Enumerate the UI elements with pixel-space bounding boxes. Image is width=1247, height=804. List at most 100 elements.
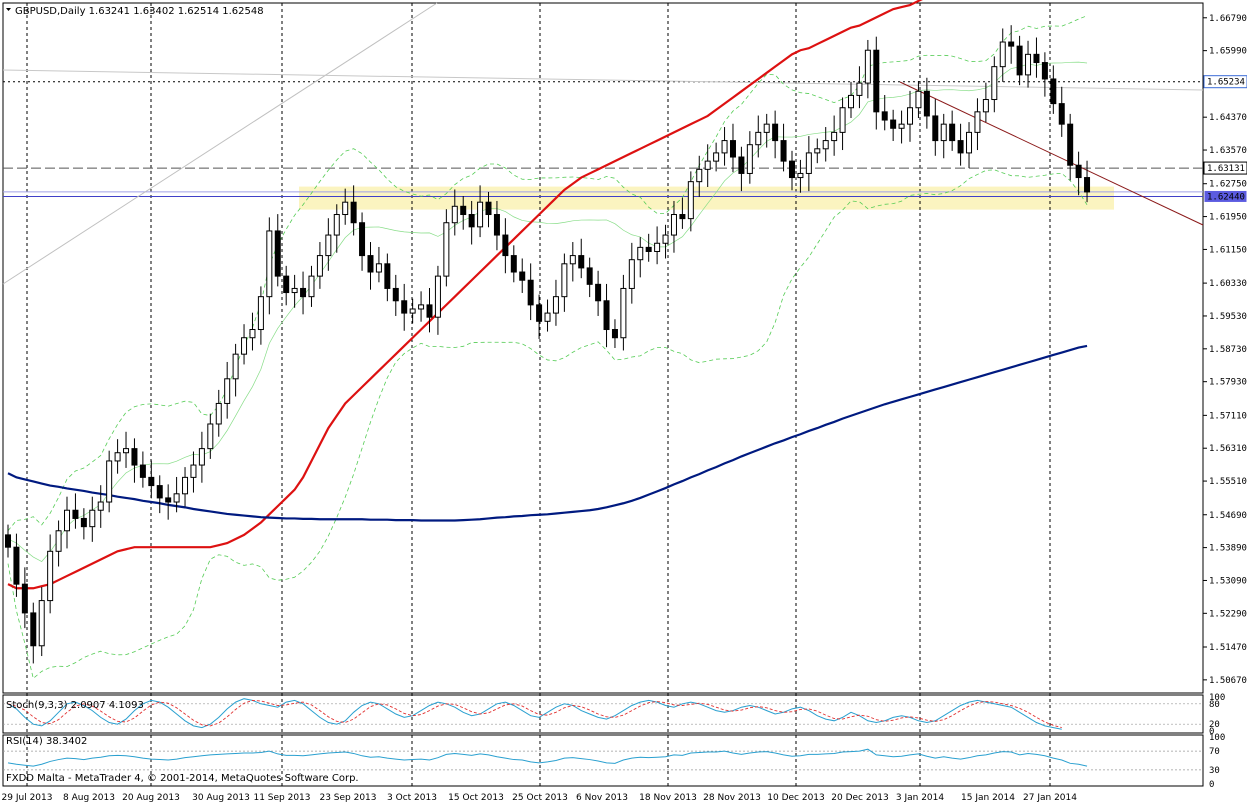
candle-bull: [477, 201, 484, 228]
candle-bear: [611, 329, 618, 339]
price-tick-label: 1.58730: [1209, 345, 1247, 355]
candle-bull: [974, 111, 981, 133]
date-label: 30 Aug 2013: [192, 793, 250, 803]
date-label: 20 Aug 2013: [122, 793, 180, 803]
candles: [5, 25, 1091, 664]
price-label-box: [1203, 75, 1247, 89]
date-label: 11 Sep 2013: [253, 793, 310, 803]
candle-bull: [342, 201, 349, 216]
candle-bear: [949, 123, 956, 142]
candle-bear: [1033, 53, 1040, 64]
candle-bull: [915, 90, 922, 109]
candle-bull: [713, 152, 720, 162]
candle-bull: [224, 378, 231, 404]
candle-bear: [1075, 164, 1082, 179]
candle-bull: [182, 476, 189, 495]
candle-bear: [1008, 41, 1015, 47]
candle-bear: [384, 263, 391, 289]
indicator-tick-label: 0: [1209, 727, 1214, 737]
price-labels: 1.65234 1.63131 1.62440: [1203, 75, 1247, 203]
candle-bear: [873, 49, 880, 113]
indicator-tick-label: 100: [1209, 733, 1225, 743]
candle-bull: [898, 123, 905, 129]
date-label: 10 Dec 2013: [767, 793, 825, 803]
price-tick-label: 1.57930: [1209, 378, 1247, 388]
date-label: 29 Jul 2013: [2, 793, 53, 803]
candle-bull: [822, 140, 829, 150]
stoch-main-line: [7, 698, 1062, 730]
candle-bull: [856, 82, 863, 96]
candle-bear: [426, 304, 433, 318]
candle-bear: [72, 509, 79, 519]
resistance-trendline: [899, 81, 1204, 226]
flat-grey-line: [2, 69, 1204, 91]
date-label: 18 Nov 2013: [639, 793, 697, 803]
candle-bear: [1067, 123, 1074, 166]
price-tick-label: 1.53890: [1209, 544, 1247, 554]
price-label: 1.65234: [1207, 78, 1245, 88]
candle-bear: [729, 140, 736, 158]
price-label-box: [1203, 161, 1247, 175]
candle-bear: [401, 300, 408, 314]
candle-bull: [620, 287, 627, 339]
date-label: 27 Jan 2014: [1023, 793, 1077, 803]
candle-bull: [797, 172, 804, 179]
candle-bull: [991, 66, 998, 101]
support-zone-layer: [299, 186, 1114, 210]
candle-bear: [502, 234, 509, 257]
date-label: 15 Jan 2014: [961, 793, 1015, 803]
candle-bull: [755, 131, 762, 146]
trendlines: [2, 2, 1204, 285]
candle-bear: [527, 279, 534, 306]
indicator-tick-label: 30: [1209, 766, 1220, 776]
candle-bull: [55, 530, 62, 552]
candle-bull: [123, 448, 130, 454]
price-axis: 1.66790 1.65990 1.64370 1.63570 1.62750 1.619…: [1203, 14, 1247, 686]
candle-bear: [957, 140, 964, 154]
candle-bull: [215, 402, 222, 425]
candle-bull: [291, 287, 298, 294]
date-label: 6 Nov 2013: [576, 793, 628, 803]
long-trendline: [2, 2, 438, 285]
date-label: 20 Dec 2013: [831, 793, 889, 803]
candle-bull: [696, 168, 703, 183]
indicator-tick-label: 70: [1209, 747, 1220, 757]
copyright-text: FXDD Malta - MetaTrader 4, © 2001-2014, …: [6, 773, 359, 784]
candle-bear: [772, 123, 779, 142]
candle-bull: [848, 94, 854, 109]
bollinger-bands: [7, 15, 1088, 680]
price-tick-label: 1.64370: [1209, 113, 1247, 123]
candle-bear: [1016, 45, 1023, 76]
price-label: 1.62440: [1207, 192, 1245, 202]
candle-bull: [173, 493, 180, 503]
price-tick-label: 1.60330: [1209, 279, 1247, 289]
price-tick-label: 1.59530: [1209, 312, 1247, 322]
date-label: 28 Nov 2013: [703, 793, 761, 803]
support-zone: [299, 186, 1114, 210]
candle-bull: [64, 509, 71, 532]
candle-bear: [350, 201, 357, 224]
price-tick-label: 1.65990: [1209, 47, 1247, 57]
candle-bear: [274, 230, 281, 277]
middle-band-line: [7, 61, 1088, 562]
candle-bear: [80, 517, 87, 528]
candle-bull: [544, 312, 551, 322]
candle-bull: [628, 259, 635, 289]
price-tick-label: 1.56310: [1209, 444, 1247, 454]
candle-bull: [670, 214, 677, 236]
candle-bear: [13, 546, 20, 585]
candle-bear: [21, 583, 28, 614]
candle-bear: [1058, 103, 1065, 125]
candle-bull: [375, 263, 382, 273]
candle-bull: [232, 353, 239, 380]
indicator-tick-label: 0: [1209, 780, 1214, 790]
candle-bear: [131, 448, 138, 466]
candle-bull: [831, 131, 838, 142]
stoch-signal-line: [7, 699, 1062, 729]
candle-bull: [687, 181, 694, 220]
candle-bear: [536, 304, 543, 322]
candle-bull: [763, 123, 770, 133]
candle-bear: [1084, 177, 1091, 193]
candle-bull: [654, 242, 661, 252]
